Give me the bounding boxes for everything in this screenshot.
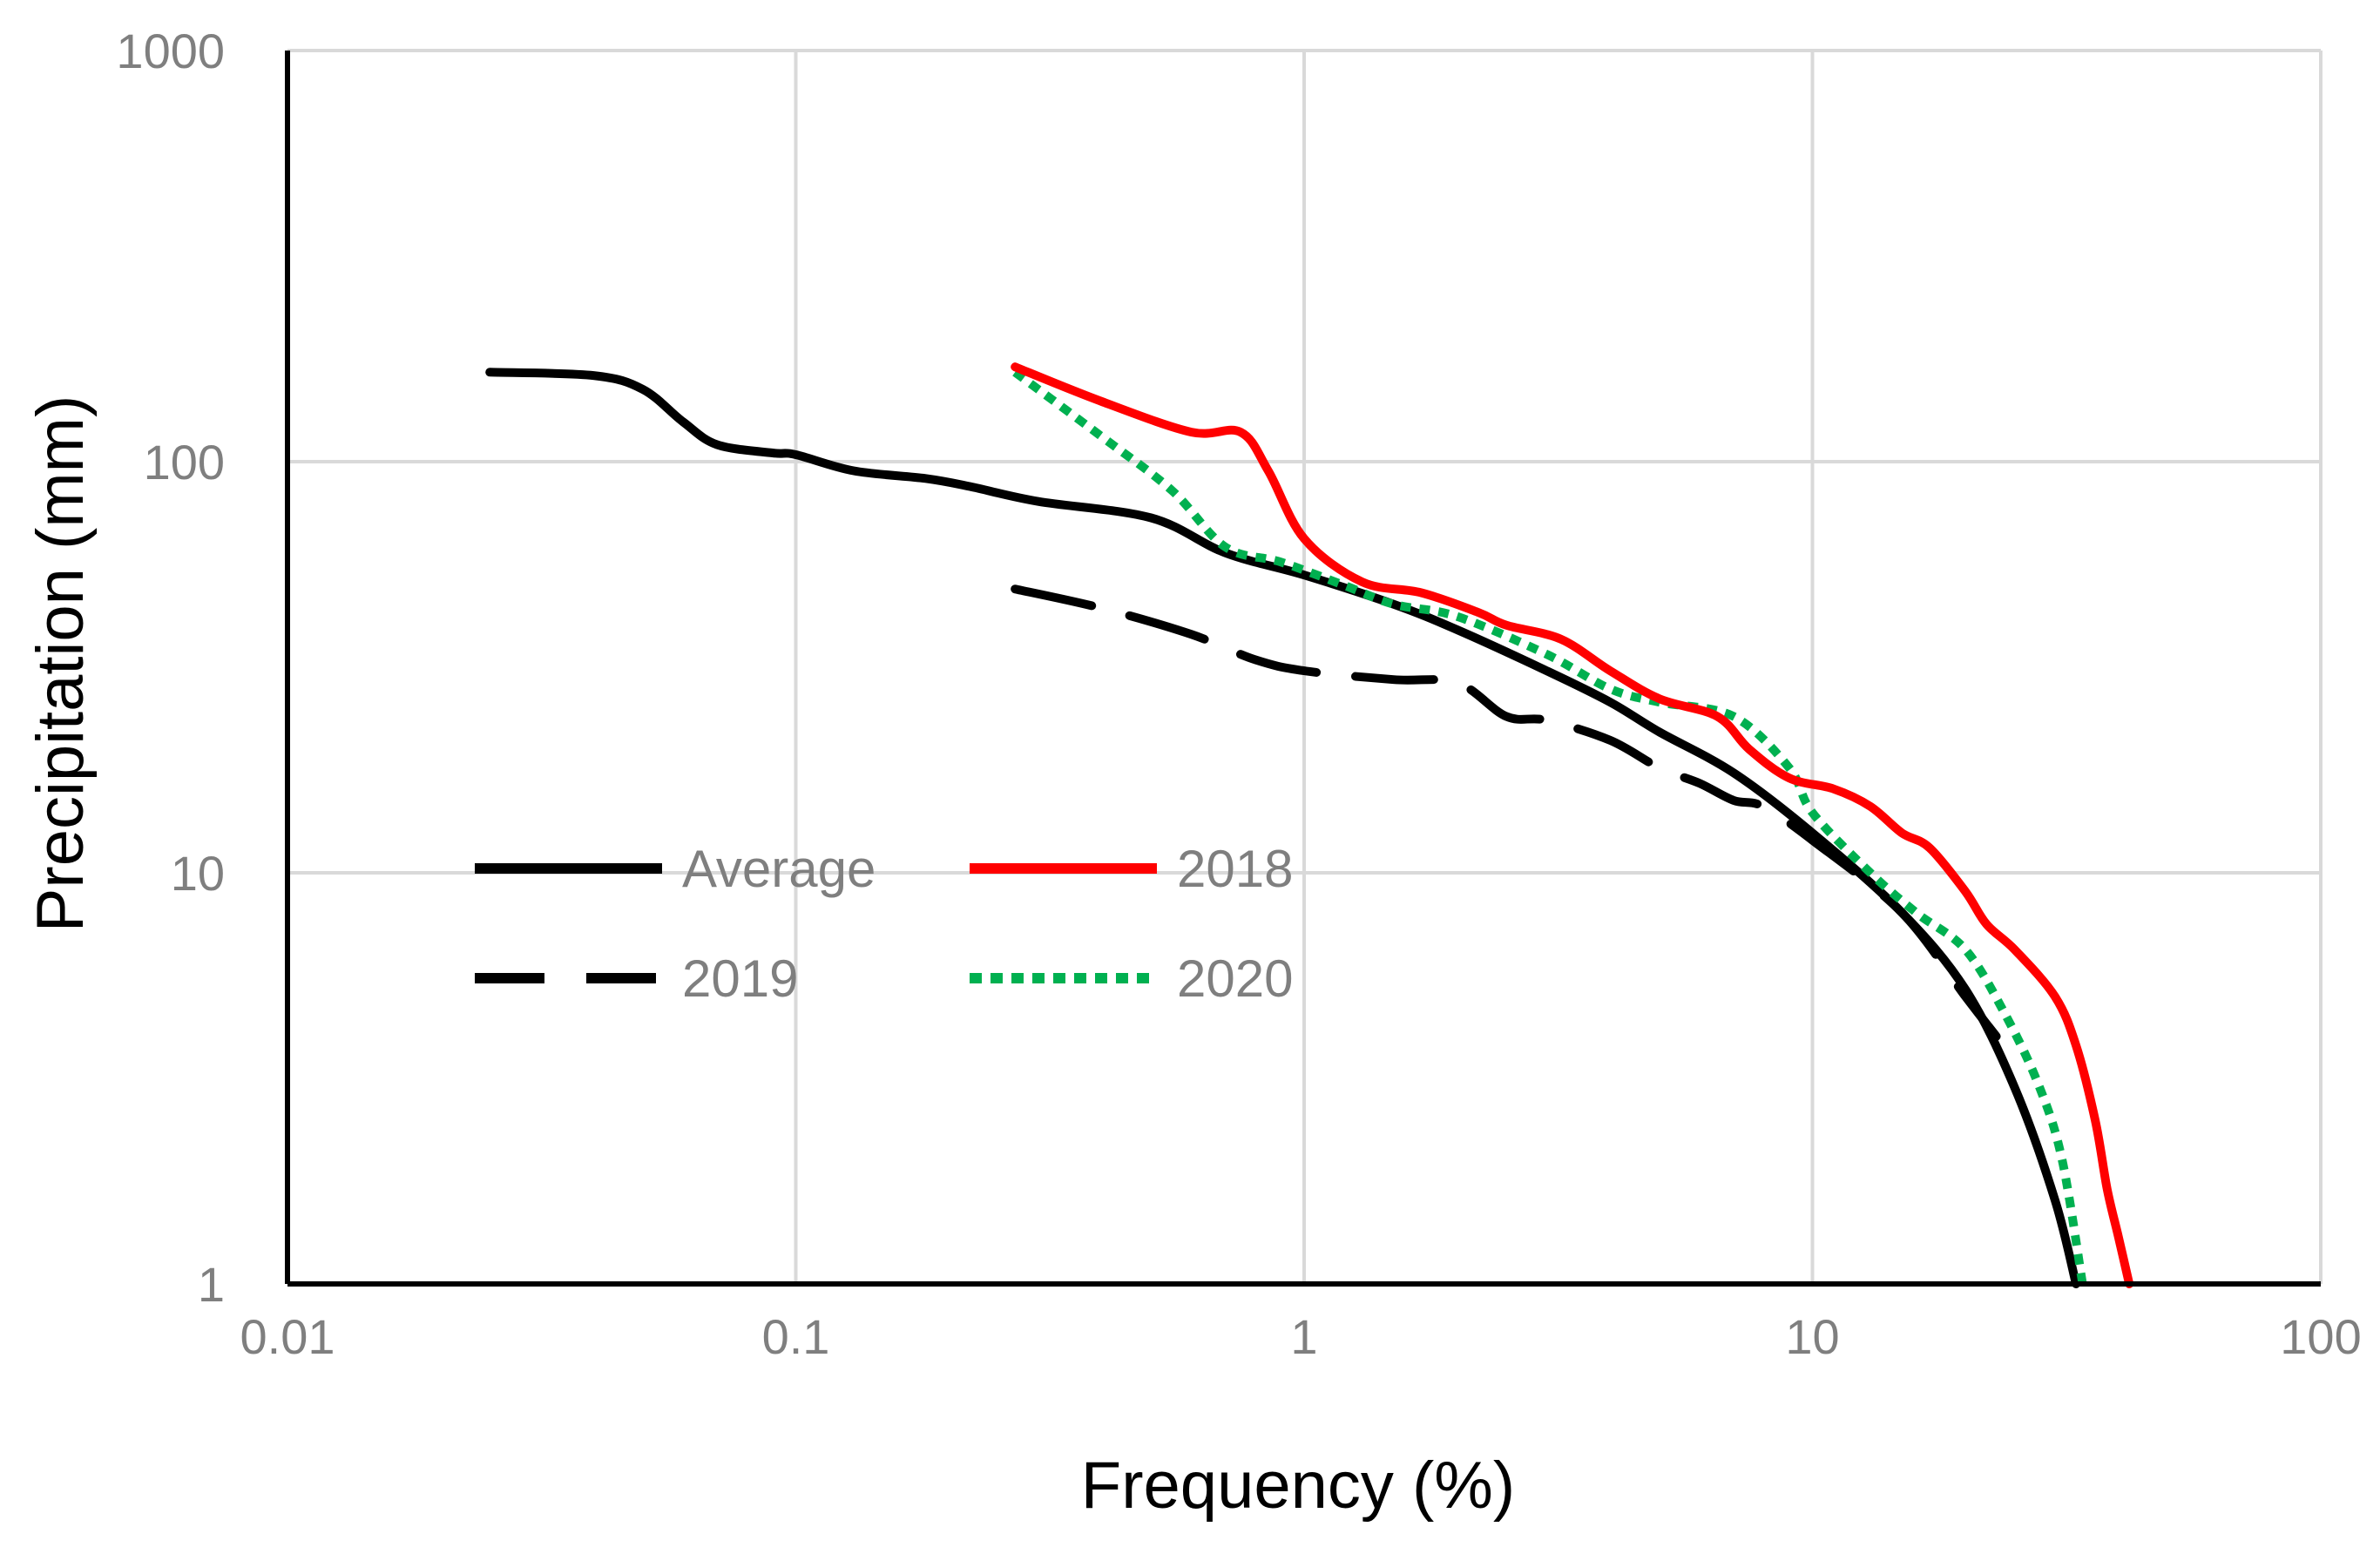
legend: 2018 2019 2020 Average <box>475 840 1293 1008</box>
y-axis-title: Precipitation (mm) <box>24 395 98 933</box>
x-tick-label: 10 <box>1785 1309 1839 1364</box>
legend-label-2019: 2019 <box>682 949 798 1008</box>
y-tick-label: 1000 <box>116 24 225 78</box>
series-line-2018 <box>1011 362 2134 1288</box>
y-tick-label: 10 <box>171 846 225 901</box>
series-line-average <box>485 368 2081 1288</box>
legend-label-2018: 2018 <box>1177 840 1293 898</box>
x-axis-title: Frequency (%) <box>1081 1449 1515 1523</box>
x-tick-label: 0.1 <box>762 1309 830 1364</box>
legend-label-2020: 2020 <box>1177 949 1293 1008</box>
y-tick-label: 1 <box>198 1257 225 1312</box>
series-lines <box>485 362 2134 1288</box>
x-tick-label: 1 <box>1290 1309 1317 1364</box>
x-tick-label: 100 <box>2280 1309 2361 1364</box>
series-line-2020 <box>1012 368 2087 1285</box>
axes <box>285 51 2321 1287</box>
y-tick-label: 100 <box>144 435 225 490</box>
x-tick-label: 0.01 <box>240 1309 335 1364</box>
legend-label-average: Average <box>682 840 876 898</box>
tick-labels: 0.01 0.1 1 10 100 1 10 100 1000 <box>116 24 2361 1364</box>
